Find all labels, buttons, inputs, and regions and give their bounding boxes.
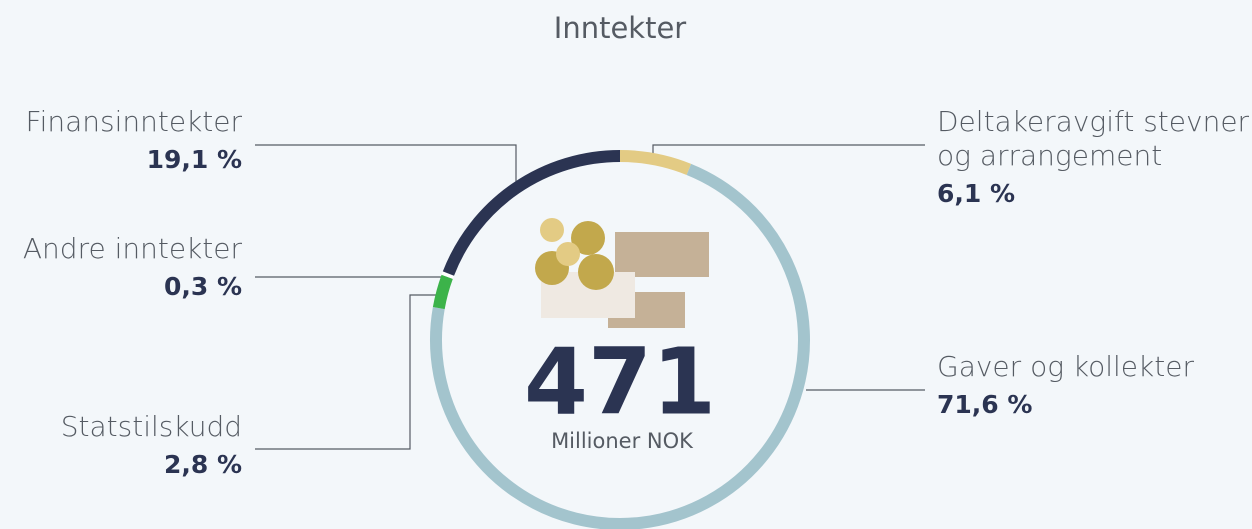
segment-label: Andre inntekter 0,3 % xyxy=(0,232,242,304)
coins-icon xyxy=(535,218,709,328)
category: Finansinntekter xyxy=(25,105,243,138)
donut-segment xyxy=(619,150,692,175)
category: Deltakeravgift stevner og arrangement xyxy=(937,105,1250,172)
value-label: 6,1 % xyxy=(937,179,1016,208)
segment-label: Finansinntekter 19,1 % xyxy=(0,105,243,177)
center-value: 471 xyxy=(524,328,716,435)
donut-segment xyxy=(430,163,810,529)
category: Statstilskudd xyxy=(60,410,242,443)
leader-line xyxy=(255,144,517,188)
leader-line xyxy=(255,294,437,450)
value-label: 71,6 % xyxy=(937,390,1033,419)
value-label: 0,3 % xyxy=(163,272,242,301)
ring xyxy=(430,150,810,529)
donut-segment xyxy=(441,271,455,279)
value-label: 19,1 % xyxy=(146,145,242,174)
category: Andre inntekter xyxy=(22,232,242,265)
donut-segment xyxy=(432,274,453,310)
segment-label: Gaver og kollekter 71,6 % xyxy=(937,350,1247,422)
chart-title: Inntekter xyxy=(554,11,687,45)
center-label: Millioner NOK xyxy=(551,429,694,453)
donut-segment xyxy=(442,150,621,276)
leader-line xyxy=(652,144,925,162)
segment-label: Deltakeravgift stevner og arrangement 6,1… xyxy=(937,105,1252,211)
value-label: 2,8 % xyxy=(163,450,242,479)
segment-label: Statstilskudd 2,8 % xyxy=(0,410,242,482)
category: Gaver og kollekter xyxy=(937,350,1194,383)
